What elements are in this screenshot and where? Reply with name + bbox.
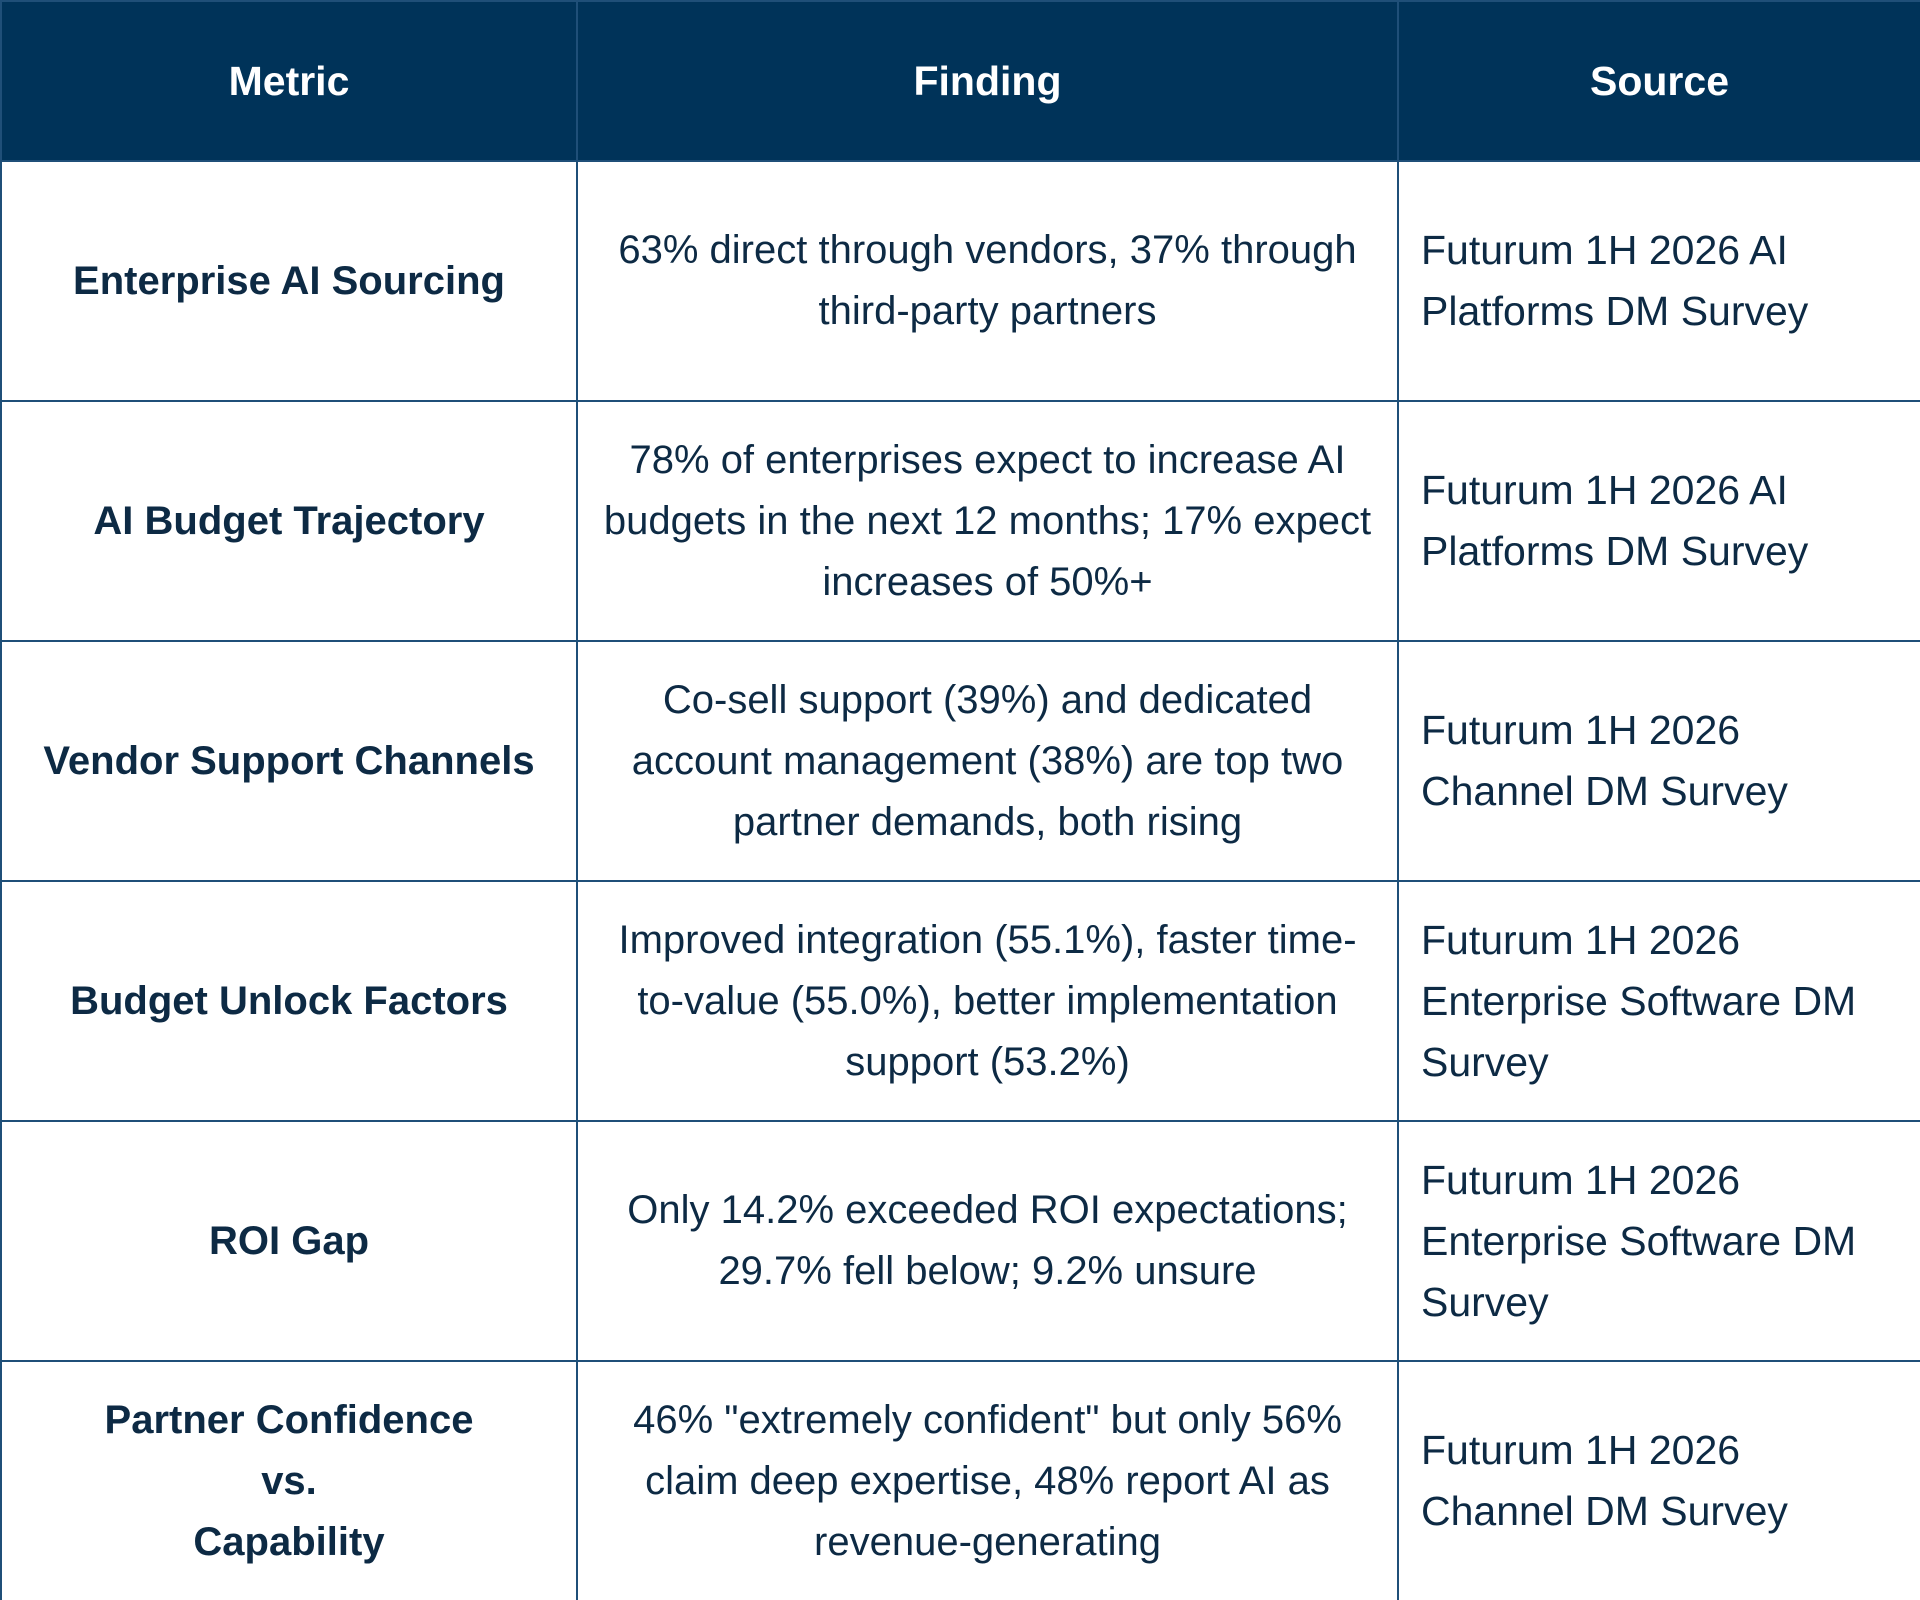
finding-cell: Improved integration (55.1%), faster tim… (576, 880, 1399, 1122)
source-cell: Futurum 1H 2026 Enterprise Software DM S… (1397, 880, 1920, 1122)
finding-cell: 46% "extremely confident" but only 56% c… (576, 1360, 1399, 1600)
table-row: AI Budget Trajectory 78% of enterprises e… (0, 400, 1920, 642)
table-body: Enterprise AI Sourcing 63% direct through… (0, 160, 1920, 1600)
metric-cell: ROI Gap (0, 1120, 578, 1362)
table-row: Vendor Support Channels Co-sell support (… (0, 640, 1920, 882)
finding-cell: Only 14.2% exceeded ROI expectations; 29… (576, 1120, 1399, 1362)
source-cell: Futurum 1H 2026 Enterprise Software DM S… (1397, 1120, 1920, 1362)
metric-cell: Partner Confidence vs. Capability (0, 1360, 578, 1600)
source-cell: Futurum 1H 2026 Channel DM Survey (1397, 640, 1920, 882)
source-cell: Futurum 1H 2026 AI Platforms DM Survey (1397, 160, 1920, 402)
table-row: Budget Unlock Factors Improved integratio… (0, 880, 1920, 1122)
table-row: ROI Gap Only 14.2% exceeded ROI expectati… (0, 1120, 1920, 1362)
finding-cell: 78% of enterprises expect to increase AI… (576, 400, 1399, 642)
source-cell: Futurum 1H 2026 Channel DM Survey (1397, 1360, 1920, 1600)
header-cell: Metric (0, 0, 578, 162)
header-cell: Source (1397, 0, 1920, 162)
source-cell: Futurum 1H 2026 AI Platforms DM Survey (1397, 400, 1920, 642)
table-row: Enterprise AI Sourcing 63% direct through… (0, 160, 1920, 402)
metric-cell: AI Budget Trajectory (0, 400, 578, 642)
finding-cell: 63% direct through vendors, 37% through … (576, 160, 1399, 402)
metric-cell: Vendor Support Channels (0, 640, 578, 882)
header-row: Metric Finding Source (0, 0, 1920, 162)
finding-cell: Co-sell support (39%) and dedicated acco… (576, 640, 1399, 882)
metric-cell: Budget Unlock Factors (0, 880, 578, 1122)
metric-cell: Enterprise AI Sourcing (0, 160, 578, 402)
header-cell: Finding (576, 0, 1399, 162)
table-row: Partner Confidence vs. Capability 46% "ex… (0, 1360, 1920, 1600)
